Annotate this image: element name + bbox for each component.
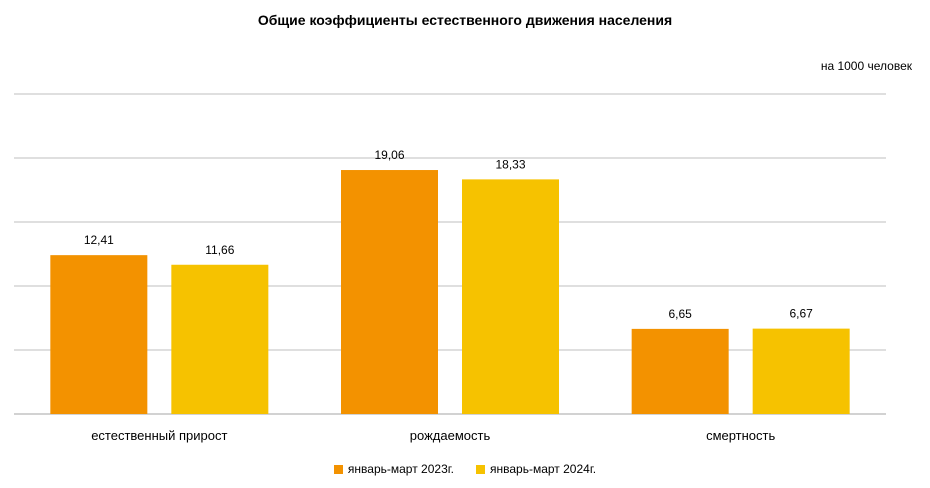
data-label-2-2: 18,33 (495, 157, 525, 171)
data-label-1-3: 6,65 (668, 307, 692, 321)
category-label-3: смертность (706, 428, 775, 443)
data-label-2-3: 6,67 (789, 307, 813, 321)
bar-2-1 (171, 265, 268, 414)
legend-label-series-2: январь-март 2024г. (490, 462, 596, 476)
category-label-1: естественный прирост (91, 428, 227, 443)
legend-item-series-1: январь-март 2023г. (334, 462, 454, 476)
bar-2-2 (462, 179, 559, 414)
data-label-1-2: 19,06 (374, 148, 404, 162)
bar-2-3 (753, 329, 850, 414)
data-label-1-1: 12,41 (84, 233, 114, 247)
legend-label-series-1: январь-март 2023г. (348, 462, 454, 476)
data-label-2-1: 11,66 (205, 243, 234, 257)
bar-1-1 (50, 255, 147, 414)
bar-1-2 (341, 170, 438, 414)
bar-1-3 (632, 329, 729, 414)
legend-item-series-2: январь-март 2024г. (476, 462, 596, 476)
legend-swatch-series-2 (476, 465, 485, 474)
category-label-2: рождаемость (410, 428, 491, 443)
chart-legend: январь-март 2023г. январь-март 2024г. (0, 462, 930, 476)
legend-swatch-series-1 (334, 465, 343, 474)
